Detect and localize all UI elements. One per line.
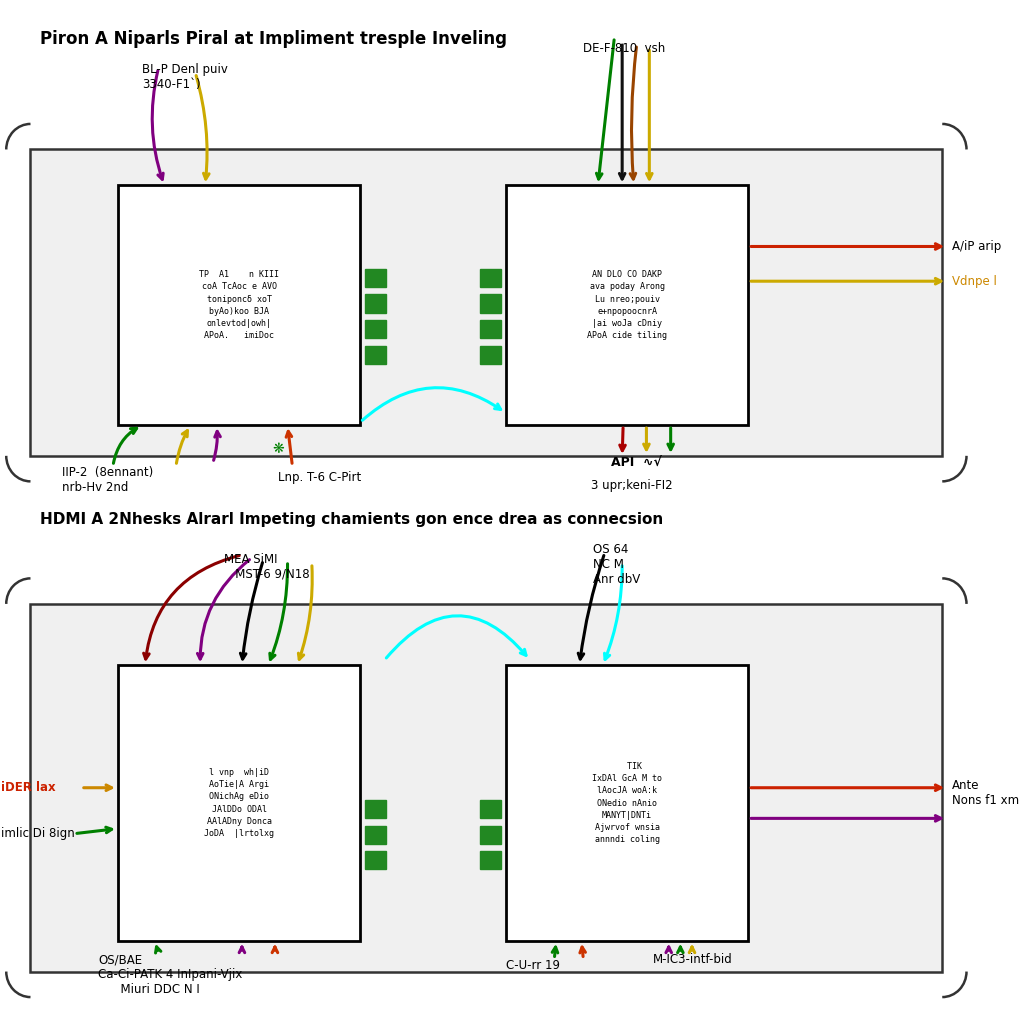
Bar [366,295,386,313]
Text: SIMPLY: SIMPLY [737,643,817,687]
Text: M-IC3-intf-bid: M-IC3-intf-bid [653,953,733,967]
Bar [479,851,501,869]
Bar [479,825,501,844]
Text: BL-P Denl puiv
3340-F1`): BL-P Denl puiv 3340-F1`) [142,62,228,91]
Bar [366,321,386,338]
Text: SIMPLY: SIMPLY [39,643,119,687]
Text: Lnp. T-6 C-Pirt: Lnp. T-6 C-Pirt [278,471,361,484]
Text: SIMPLY: SIMPLY [271,163,351,208]
Text: DE-F-810  vsh: DE-F-810 vsh [584,42,666,55]
Text: Ante
Nons f1 xm: Ante Nons f1 xm [952,779,1019,807]
Bar [31,604,942,972]
Bar [479,321,501,338]
Bar [506,666,749,941]
Text: A/iP arip: A/iP arip [952,240,1001,253]
Bar [479,295,501,313]
Text: OS 64
NC M
Anr dbV: OS 64 NC M Anr dbV [593,543,640,586]
Text: OS/BAE
Ca-Ci-PATK 4 InIpani-Vjix
      Miuri DDC N I: OS/BAE Ca-Ci-PATK 4 InIpani-Vjix Miuri D… [98,953,243,996]
Text: TP  A1    n KIII
coA TcAoc e AVO
toniponcδ xoT
byAo)koo BJA
onlevtod|owh|
APoA. : TP A1 n KIII coA TcAoc e AVO toniponcδ x… [199,270,279,340]
Text: SIMPLY: SIMPLY [737,163,817,208]
Text: C-U-rr 19: C-U-rr 19 [506,959,560,973]
Bar [479,269,501,288]
Text: AN DLO CO DAKP
ava poday Arong
Lu nreo;pouiv
e+npopoocnrA
|ai woJa cDniy
APoA ci: AN DLO CO DAKP ava poday Arong Lu nreo;p… [587,270,667,340]
Text: Piron A Niparls Piral at Impliment tresple Inveling: Piron A Niparls Piral at Impliment tresp… [40,30,507,48]
Text: ❋: ❋ [272,441,284,456]
Bar [118,185,360,425]
Bar [31,150,942,456]
Text: Vdnpe l: Vdnpe l [952,274,996,288]
Text: API  ∿√: API ∿√ [610,457,662,470]
Bar [366,851,386,869]
Text: MEA SiMI
   MST-6 9/N18: MEA SiMI MST-6 9/N18 [224,553,310,581]
Bar [506,185,749,425]
Bar [366,800,386,818]
Text: SIMPLY: SIMPLY [39,163,119,208]
Text: HDMI A 2Nhesks Alrarl Impeting chamients gon ence drea as connecsion: HDMI A 2Nhesks Alrarl Impeting chamients… [40,512,664,527]
Bar [479,800,501,818]
Text: 3 upr;keni-FI2: 3 upr;keni-FI2 [591,479,673,493]
Bar [366,269,386,288]
Text: SIMPLY: SIMPLY [271,643,351,687]
Text: IIP-2  (8ennant)
nrb-Hv 2nd: IIP-2 (8ennant) nrb-Hv 2nd [61,466,153,494]
Text: l vnp  wh|iD
AoTie|A Argi
ONichAg eDio
JAlDDo ODAl
AAlADny Donca
JoDA  |lrtolxg: l vnp wh|iD AoTie|A Argi ONichAg eDio JA… [204,768,274,838]
Text: SIMPLY: SIMPLY [505,163,585,208]
Bar [366,825,386,844]
Bar [479,345,501,364]
Text: imlic Di 8ign: imlic Di 8ign [1,827,75,840]
Text: iDER lax: iDER lax [1,781,56,795]
Bar [118,666,360,941]
Text: SIMPLY: SIMPLY [505,643,585,687]
Bar [366,345,386,364]
Text: TIK
IxDAl GcA M to
lAocJA woA:k
ONedio nAnio
MANYT|DNTi
Ajwrvof wnsia
annndi col: TIK IxDAl GcA M to lAocJA woA:k ONedio n… [592,762,663,844]
